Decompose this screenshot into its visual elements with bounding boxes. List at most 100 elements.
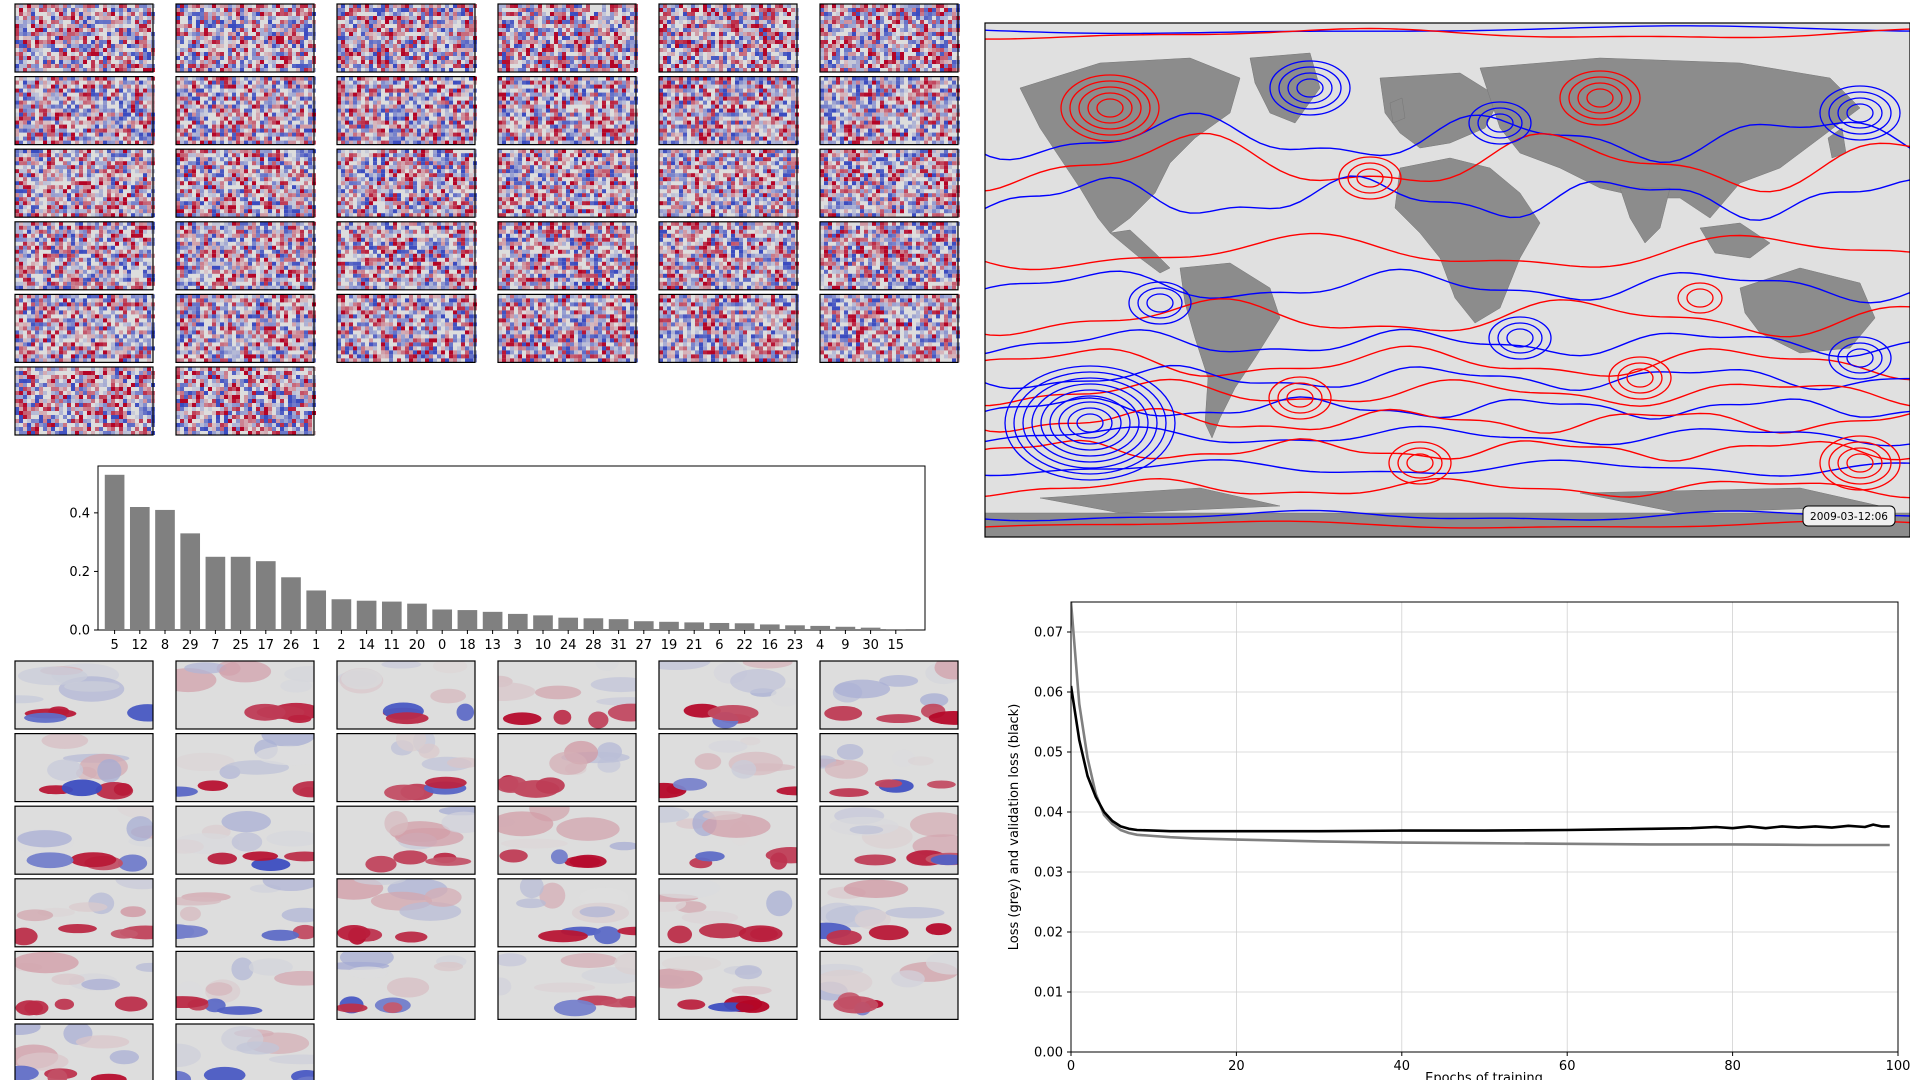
bar-xtick-label: 27 [636, 638, 653, 653]
loss-ytick-label: 0.00 [1034, 1046, 1063, 1061]
mode-field-panel [336, 732, 476, 803]
weight-field-panel [658, 293, 799, 363]
mode-field-panel [658, 950, 798, 1020]
bar-ytick-label: 0.0 [69, 624, 90, 639]
bar-xtick-label: 3 [514, 638, 522, 653]
weight-field-panel [336, 221, 477, 291]
bar-xtick-label: 26 [283, 638, 300, 653]
weight-field-panel [497, 3, 638, 73]
bar-xtick-label: 17 [258, 638, 275, 653]
mode-field-panel [819, 878, 959, 948]
bar-xtick-label: 31 [610, 638, 627, 653]
bar-xtick-label: 6 [715, 638, 723, 653]
bar-4 [810, 625, 831, 630]
modes-grid [14, 660, 959, 1080]
bar-xtick-label: 21 [686, 638, 703, 653]
bar-2 [331, 599, 352, 630]
loss-axes-frame [1070, 601, 1899, 1053]
weight-field-panel [819, 221, 960, 291]
weight-field-panel [497, 75, 638, 146]
bar-9 [835, 626, 856, 630]
loss-chart: 0 20 40 60 80 100 0.00 0.01 0.02 0.03 0.04 0.05 0.0… [1007, 601, 1910, 1080]
land-masses [985, 52, 1910, 537]
mode-field-panel [14, 732, 154, 803]
weight-field-panel [14, 293, 155, 363]
weight-field-panel [497, 148, 638, 218]
mode-field-panel [14, 878, 154, 948]
loss-ytick-label: 0.07 [1034, 626, 1063, 641]
weight-field-panel [336, 75, 477, 146]
mode-field-panel [14, 660, 154, 730]
mode-field-panel [175, 950, 315, 1020]
mode-field-panel [819, 950, 959, 1020]
bar-xtick-label: 18 [459, 638, 476, 653]
loss-ylabel: Loss (grey) and validation loss (black) [1007, 704, 1022, 951]
bar-27 [633, 621, 654, 630]
mode-field-panel [819, 660, 959, 730]
weight-field-panel [175, 293, 316, 363]
loss-ytick-label: 0.02 [1034, 926, 1063, 941]
mode-field-panel [175, 878, 315, 948]
bar-xtick-label: 9 [841, 638, 849, 653]
mode-field-panel [175, 660, 315, 730]
bar-xtick-label: 20 [409, 638, 426, 653]
weight-field-panel [175, 75, 316, 146]
bar-xtick-label: 8 [161, 638, 169, 653]
weight-field-panel [658, 148, 799, 218]
map-timestamp: 2009-03-12:06 [1810, 511, 1888, 523]
bar-31 [608, 619, 629, 630]
bar-chart: 5 12 8 29 7 25 17 26 1 2 14 11 20 0 18 13 3 10 24 28 31 27 19 2… [69, 465, 926, 653]
bar-5 [104, 474, 125, 630]
timestamp-box [1802, 505, 1896, 527]
bar-xtick-label: 14 [358, 638, 375, 653]
bar-20 [407, 603, 427, 630]
bar-xtick-label: 23 [787, 638, 804, 653]
bar-30 [860, 627, 881, 630]
weight-field-panel [14, 148, 155, 218]
loss-xtick-label: 0 [1067, 1059, 1075, 1074]
bar-18 [457, 610, 478, 630]
bar-xtick-label: 28 [585, 638, 602, 653]
bar-29 [180, 533, 201, 630]
weight-field-panel [819, 3, 960, 73]
contour-lines [985, 25, 1910, 529]
weight-field-panel [175, 366, 316, 436]
loss-xtick-label: 40 [1394, 1059, 1411, 1074]
bar-17 [255, 561, 276, 630]
mode-field-panel [819, 805, 959, 875]
mode-field-panel [336, 950, 476, 1020]
loss-xtick-label: 20 [1228, 1059, 1245, 1074]
bar-ytick-label: 0.4 [69, 506, 90, 521]
bar-xtick-label: 19 [661, 638, 678, 653]
bar-xtick-label: 22 [736, 638, 753, 653]
bar-xtick-label: 25 [232, 638, 249, 653]
bar-3 [507, 613, 528, 630]
bar-21 [684, 622, 705, 630]
loss-ytick-label: 0.01 [1034, 986, 1063, 1001]
weight-field-panel [14, 75, 155, 146]
weight-field-panel [658, 3, 799, 73]
weight-field-panel [658, 75, 799, 146]
weight-field-panel [336, 3, 477, 73]
bar-xtick-label: 1 [312, 638, 320, 653]
mode-field-panel [497, 660, 637, 730]
bar-xtick-label: 7 [211, 638, 219, 653]
mode-field-panel [175, 732, 315, 803]
mode-field-panel [14, 1023, 154, 1080]
mode-field-panel [497, 950, 637, 1020]
weight-field-panel [336, 293, 477, 363]
weight-field-panel [497, 221, 638, 291]
bar-xtick-label: 4 [816, 638, 824, 653]
loss-xtick-label: 60 [1559, 1059, 1576, 1074]
loss-xlabel: Epochs of training [1425, 1071, 1543, 1080]
loss-line [1071, 602, 1890, 847]
bar-25 [230, 556, 251, 630]
bar-xtick-label: 12 [132, 638, 149, 653]
weights-grid [14, 3, 960, 436]
bar-xtick-label: 10 [535, 638, 552, 653]
bar-ytick-label: 0.2 [69, 565, 90, 580]
bar-xtick-label: 13 [484, 638, 501, 653]
bar-xtick-label: 29 [182, 638, 199, 653]
loss-ytick-label: 0.05 [1034, 746, 1063, 761]
mode-field-panel [658, 732, 798, 803]
